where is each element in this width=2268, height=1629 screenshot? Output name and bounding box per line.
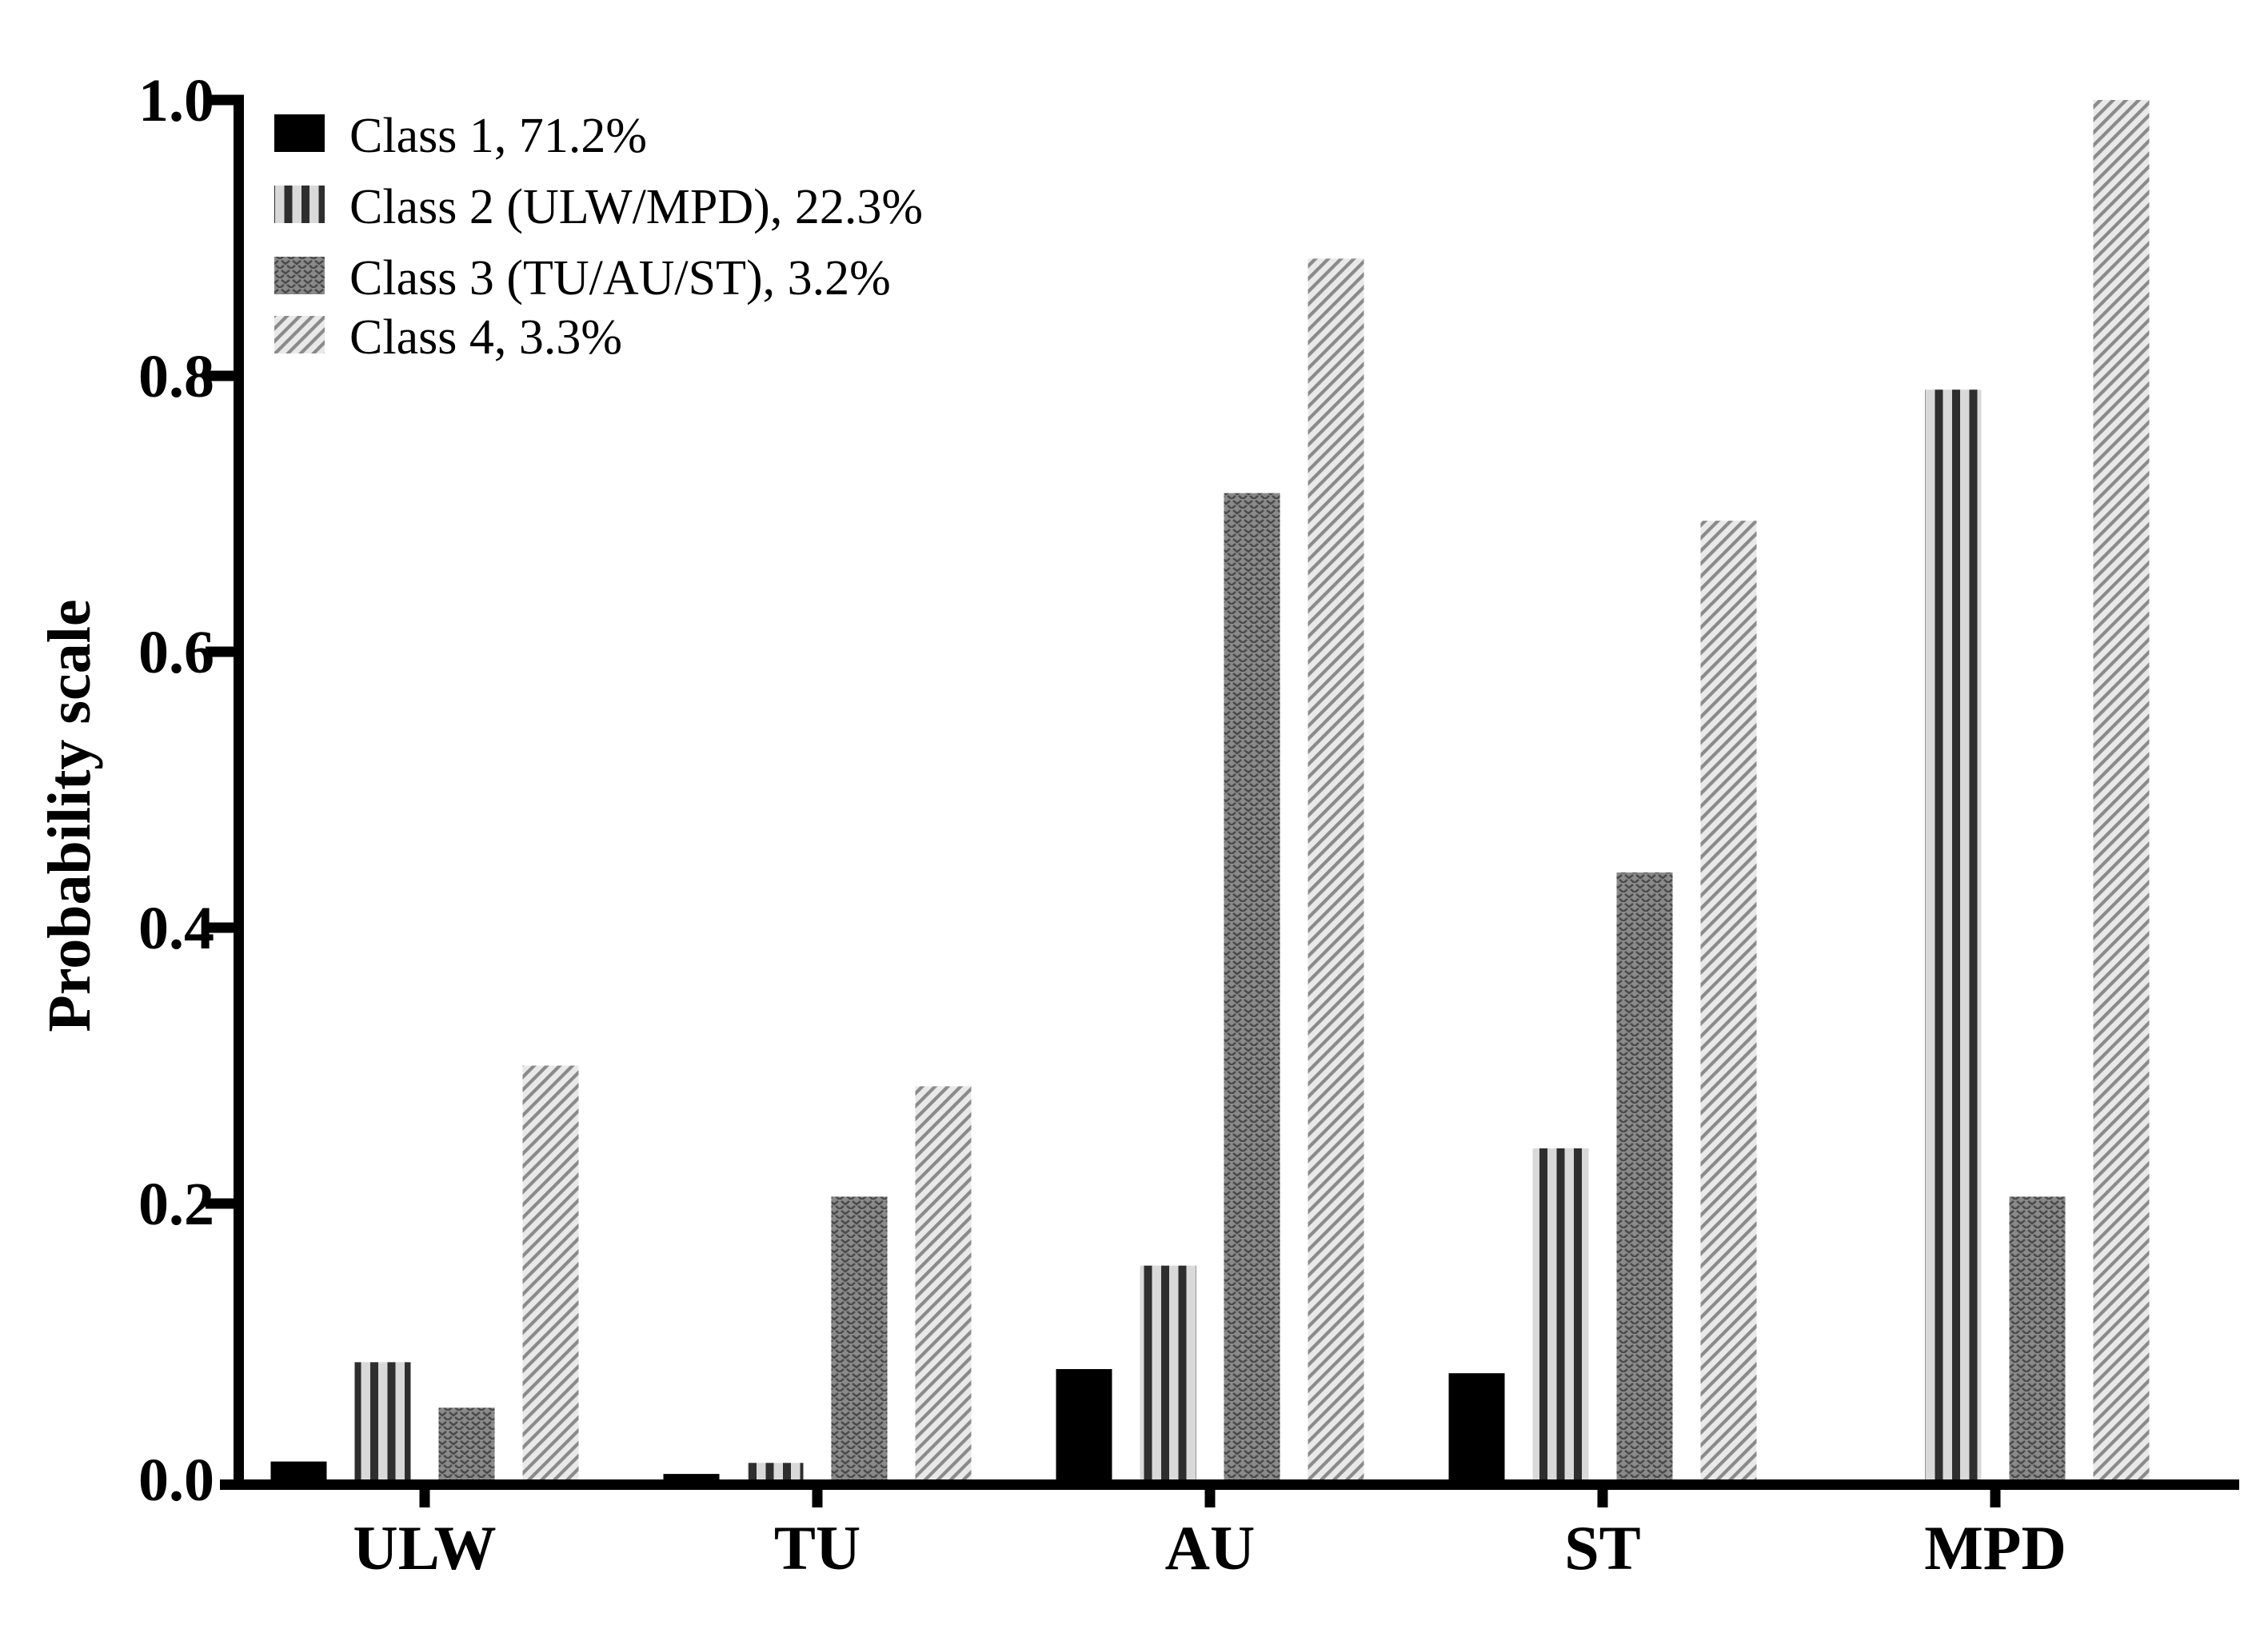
y-tick-label-0.0: 0.0 [138, 1447, 214, 1514]
legend-swatch-series-4 [274, 316, 325, 353]
bar-tu-series-3 [831, 1196, 888, 1483]
x-category-label-mpd: MPD [1924, 1513, 2066, 1583]
bar-tu-series-1 [663, 1474, 720, 1483]
x-tick-au [1204, 1490, 1216, 1507]
x-category-label-ulw: ULW [353, 1513, 496, 1583]
y-tick-0.6 [206, 646, 244, 657]
bar-mpd-series-4 [2093, 100, 2150, 1483]
bar-st-series-1 [1448, 1373, 1505, 1483]
legend-label-series-2: Class 2 (ULW/MPD), 22.3% [349, 180, 923, 234]
bar-au-series-3 [1224, 493, 1280, 1483]
x-category-label-tu: TU [774, 1513, 860, 1583]
y-tick-0.2 [206, 1198, 244, 1209]
bar-ulw-series-2 [354, 1362, 411, 1483]
bar-au-series-2 [1140, 1265, 1196, 1483]
y-tick-label-1.0: 1.0 [138, 67, 214, 134]
legend-swatch-series-1 [274, 114, 325, 152]
legend-swatch-series-2 [274, 186, 325, 223]
legend-label-series-4: Class 4, 3.3% [349, 310, 622, 365]
x-category-label-st: ST [1564, 1513, 1640, 1583]
legend-label-series-3: Class 3 (TU/AU/ST), 3.2% [349, 251, 891, 305]
x-tick-st [1597, 1490, 1608, 1507]
y-axis-title: Probability scale [36, 599, 103, 1032]
bar-tu-series-2 [747, 1463, 804, 1483]
bar-au-series-4 [1308, 258, 1364, 1483]
x-tick-mpd [1990, 1490, 2001, 1507]
y-tick-label-0.4: 0.4 [138, 895, 214, 962]
bar-mpd-series-2 [1925, 389, 1982, 1483]
x-tick-ulw [419, 1490, 430, 1507]
bar-st-series-2 [1532, 1148, 1589, 1483]
bar-st-series-4 [1700, 521, 1757, 1483]
y-tick-0.8 [206, 370, 244, 381]
bar-ulw-series-3 [438, 1407, 495, 1483]
y-tick-label-0.2: 0.2 [138, 1171, 214, 1238]
bar-ulw-series-4 [522, 1065, 579, 1483]
bar-tu-series-4 [915, 1086, 972, 1483]
legend-swatch-series-3 [274, 257, 325, 294]
y-axis-line [234, 94, 244, 1490]
legend-label-series-1: Class 1, 71.2% [349, 109, 647, 163]
y-tick-label-0.8: 0.8 [138, 343, 214, 410]
y-tick-0.4 [206, 922, 244, 933]
x-axis-line [220, 1479, 2239, 1490]
bar-mpd-series-3 [2009, 1196, 2066, 1483]
x-tick-tu [812, 1490, 823, 1507]
bar-ulw-series-1 [270, 1461, 327, 1483]
y-tick-1.0 [206, 94, 244, 106]
bar-au-series-1 [1056, 1369, 1112, 1483]
x-category-label-au: AU [1165, 1513, 1256, 1583]
bar-st-series-3 [1616, 872, 1673, 1483]
y-tick-label-0.6: 0.6 [138, 619, 214, 686]
